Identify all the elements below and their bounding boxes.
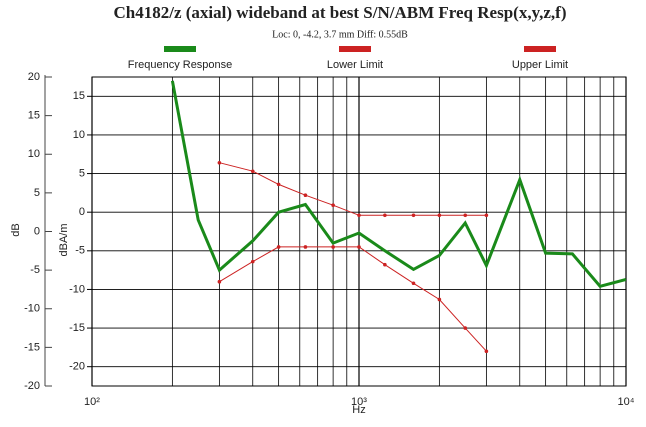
y-tick-label: -10 — [69, 283, 85, 295]
x-tick-label: 10² — [84, 396, 100, 408]
series-point — [437, 297, 442, 302]
x-tick-label: 10³ — [351, 396, 367, 408]
series-point — [411, 213, 416, 218]
legend-label: Lower Limit — [327, 59, 383, 71]
legend-swatch — [339, 46, 371, 52]
legend-label: Frequency Response — [128, 59, 233, 71]
series-point — [276, 245, 281, 249]
y2-tick-label: 10 — [28, 148, 40, 160]
series-point — [217, 279, 222, 284]
y2-tick-label: 20 — [28, 71, 40, 83]
series-point — [303, 245, 308, 249]
series-point — [383, 262, 387, 267]
series-point — [303, 193, 308, 197]
y2-axis-label: dB — [10, 223, 22, 236]
y2-tick-label: -20 — [24, 380, 40, 392]
y2-tick-label: 0 — [34, 225, 40, 237]
x-axis-label: Hz — [352, 404, 365, 416]
series-point — [484, 349, 489, 354]
y-axis-label: dBA/m — [58, 223, 70, 256]
series-point — [484, 213, 489, 218]
y-tick-label: -20 — [69, 361, 85, 373]
y2-tick-label: -15 — [24, 341, 40, 353]
series-line — [170, 80, 626, 288]
series-point — [463, 326, 468, 330]
y2-tick-label: 5 — [34, 187, 40, 199]
x-tick-label: 10⁴ — [618, 396, 635, 408]
series-point — [463, 213, 468, 218]
series-point — [411, 281, 416, 286]
y-tick-label: 0 — [79, 206, 85, 218]
series-point — [357, 213, 361, 218]
legend-label: Upper Limit — [512, 59, 568, 71]
legend-swatch — [524, 46, 556, 52]
series-point — [331, 245, 335, 249]
series-point — [276, 182, 281, 187]
series-point — [250, 169, 255, 174]
y2-tick-label: 15 — [28, 110, 40, 122]
y-tick-label: -5 — [75, 245, 85, 257]
y2-tick-label: -5 — [30, 264, 40, 276]
legend-swatch — [164, 46, 196, 52]
series-point — [250, 259, 255, 264]
chart-subtitle: Loc: 0, -4.2, 3.7 mm Diff: 0.55dB — [272, 29, 408, 40]
series-point — [383, 213, 387, 218]
series-point — [331, 203, 335, 208]
y-tick-label: 5 — [79, 167, 85, 179]
series-point — [437, 213, 442, 218]
chart-title: Ch4182/z (axial) wideband at best S/N/AB… — [113, 3, 566, 22]
y2-tick-label: -10 — [24, 303, 40, 315]
series-point — [217, 160, 222, 165]
series-point — [357, 245, 361, 249]
y-tick-label: 10 — [73, 129, 85, 141]
y-tick-label: 15 — [73, 90, 85, 102]
y-tick-label: -15 — [69, 322, 85, 334]
